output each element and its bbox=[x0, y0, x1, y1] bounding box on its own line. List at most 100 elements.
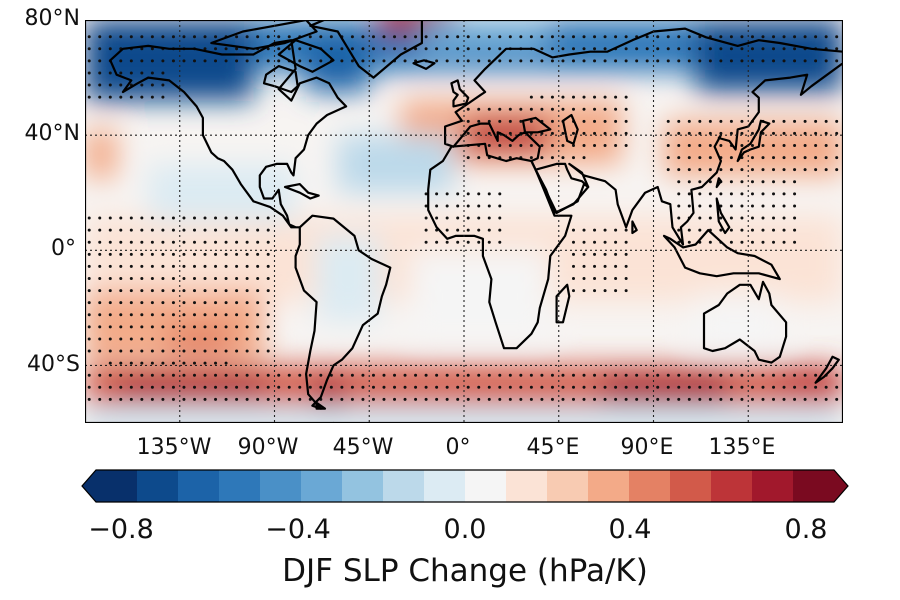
stipple-dot bbox=[550, 35, 554, 39]
stipple-dot bbox=[508, 385, 512, 389]
stipple-dot bbox=[656, 373, 660, 377]
colorbar-outline bbox=[81, 469, 849, 503]
stipple-dot bbox=[287, 35, 291, 39]
stipple-dot bbox=[593, 228, 597, 232]
stipple-dot bbox=[519, 119, 523, 123]
stipple-dot bbox=[182, 337, 186, 341]
stipple-dot bbox=[593, 35, 597, 39]
stipple-dot bbox=[624, 107, 628, 111]
stipple-dot bbox=[656, 35, 660, 39]
stipple-dot bbox=[666, 156, 670, 160]
stipple-dot bbox=[171, 337, 175, 341]
stipple-dot bbox=[350, 373, 354, 377]
stipple-dot bbox=[614, 397, 618, 401]
stipple-dot bbox=[614, 289, 618, 293]
stipple-dot bbox=[308, 385, 312, 389]
stipple-dot bbox=[603, 35, 607, 39]
stipple-dot bbox=[87, 349, 91, 353]
stipple-dot bbox=[719, 168, 723, 172]
stipple-dot bbox=[477, 156, 481, 160]
stipple-dot bbox=[698, 373, 702, 377]
stipple-dot bbox=[719, 131, 723, 135]
stipple-dot bbox=[487, 47, 491, 51]
stipple-dot bbox=[466, 373, 470, 377]
stipple-dot bbox=[824, 156, 828, 160]
stipple-dot bbox=[182, 385, 186, 389]
stipple-dot bbox=[161, 337, 165, 341]
stipple-dot bbox=[466, 59, 470, 63]
stipple-dot bbox=[477, 59, 481, 63]
stipple-dot bbox=[687, 240, 691, 244]
stipple-dot bbox=[750, 204, 754, 208]
stipple-dot bbox=[487, 119, 491, 123]
stipple-dot bbox=[824, 168, 828, 172]
stipple-dot bbox=[435, 47, 439, 51]
stipple-dot bbox=[687, 47, 691, 51]
stipple-dot bbox=[98, 289, 102, 293]
stipple-dot bbox=[835, 144, 839, 148]
stipple-dot bbox=[277, 397, 281, 401]
stipple-dot bbox=[98, 276, 102, 280]
stipple-dot bbox=[540, 144, 544, 148]
stipple-dot bbox=[550, 373, 554, 377]
stipple-dot bbox=[119, 337, 123, 341]
stipple-dot bbox=[677, 144, 681, 148]
stipple-dot bbox=[403, 47, 407, 51]
stipple-dot bbox=[466, 216, 470, 220]
stipple-dot bbox=[119, 35, 123, 39]
stipple-dot bbox=[150, 349, 154, 353]
stipple-dot bbox=[624, 373, 628, 377]
stipple-dot bbox=[708, 373, 712, 377]
stipple-dot bbox=[350, 59, 354, 63]
stipple-dot bbox=[203, 337, 207, 341]
stipple-dot bbox=[87, 337, 91, 341]
stipple-dot bbox=[814, 397, 818, 401]
stipple-dot bbox=[772, 180, 776, 184]
field-atlantic-weak-low bbox=[337, 135, 454, 193]
stipple-dot bbox=[740, 119, 744, 123]
stipple-dot bbox=[782, 35, 786, 39]
caribbean-coastline bbox=[283, 183, 320, 200]
stipple-dot bbox=[150, 373, 154, 377]
stipple-dot bbox=[203, 228, 207, 232]
stipple-dot bbox=[677, 156, 681, 160]
stipple-dot bbox=[150, 276, 154, 280]
stipple-dot bbox=[466, 228, 470, 232]
stipple-dot bbox=[214, 47, 218, 51]
stipple-dot bbox=[350, 47, 354, 51]
stipple-dot bbox=[477, 47, 481, 51]
stipple-dot bbox=[298, 59, 302, 63]
stipple-dot bbox=[161, 83, 165, 87]
stipple-dot bbox=[750, 385, 754, 389]
stipple-dot bbox=[835, 156, 839, 160]
stipple-dot bbox=[203, 216, 207, 220]
stipple-dot bbox=[235, 301, 239, 305]
stipple-dot bbox=[519, 35, 523, 39]
map-panel bbox=[85, 20, 843, 423]
stipple-dot bbox=[814, 144, 818, 148]
stipple-dot bbox=[529, 397, 533, 401]
stipple-dot bbox=[119, 276, 123, 280]
stipple-dot bbox=[498, 240, 502, 244]
stipple-dot bbox=[582, 119, 586, 123]
stipple-dot bbox=[108, 325, 112, 329]
stipple-dot bbox=[140, 252, 144, 256]
stipple-dot bbox=[835, 119, 839, 123]
stipple-dot bbox=[687, 192, 691, 196]
stipple-dot bbox=[508, 119, 512, 123]
stipple-dot bbox=[245, 228, 249, 232]
stipple-dot bbox=[150, 35, 154, 39]
stipple-dot bbox=[256, 289, 260, 293]
stipple-dot bbox=[171, 373, 175, 377]
stipple-dot bbox=[529, 95, 533, 99]
stipple-dot bbox=[708, 216, 712, 220]
stipple-dot bbox=[140, 337, 144, 341]
stipple-dot bbox=[329, 385, 333, 389]
stipple-dot bbox=[277, 35, 281, 39]
stipple-dot bbox=[171, 276, 175, 280]
stipple-dot bbox=[614, 385, 618, 389]
stipple-dot bbox=[803, 59, 807, 63]
stipple-dot bbox=[571, 144, 575, 148]
stipple-dot bbox=[582, 397, 586, 401]
stipple-dot bbox=[466, 204, 470, 208]
